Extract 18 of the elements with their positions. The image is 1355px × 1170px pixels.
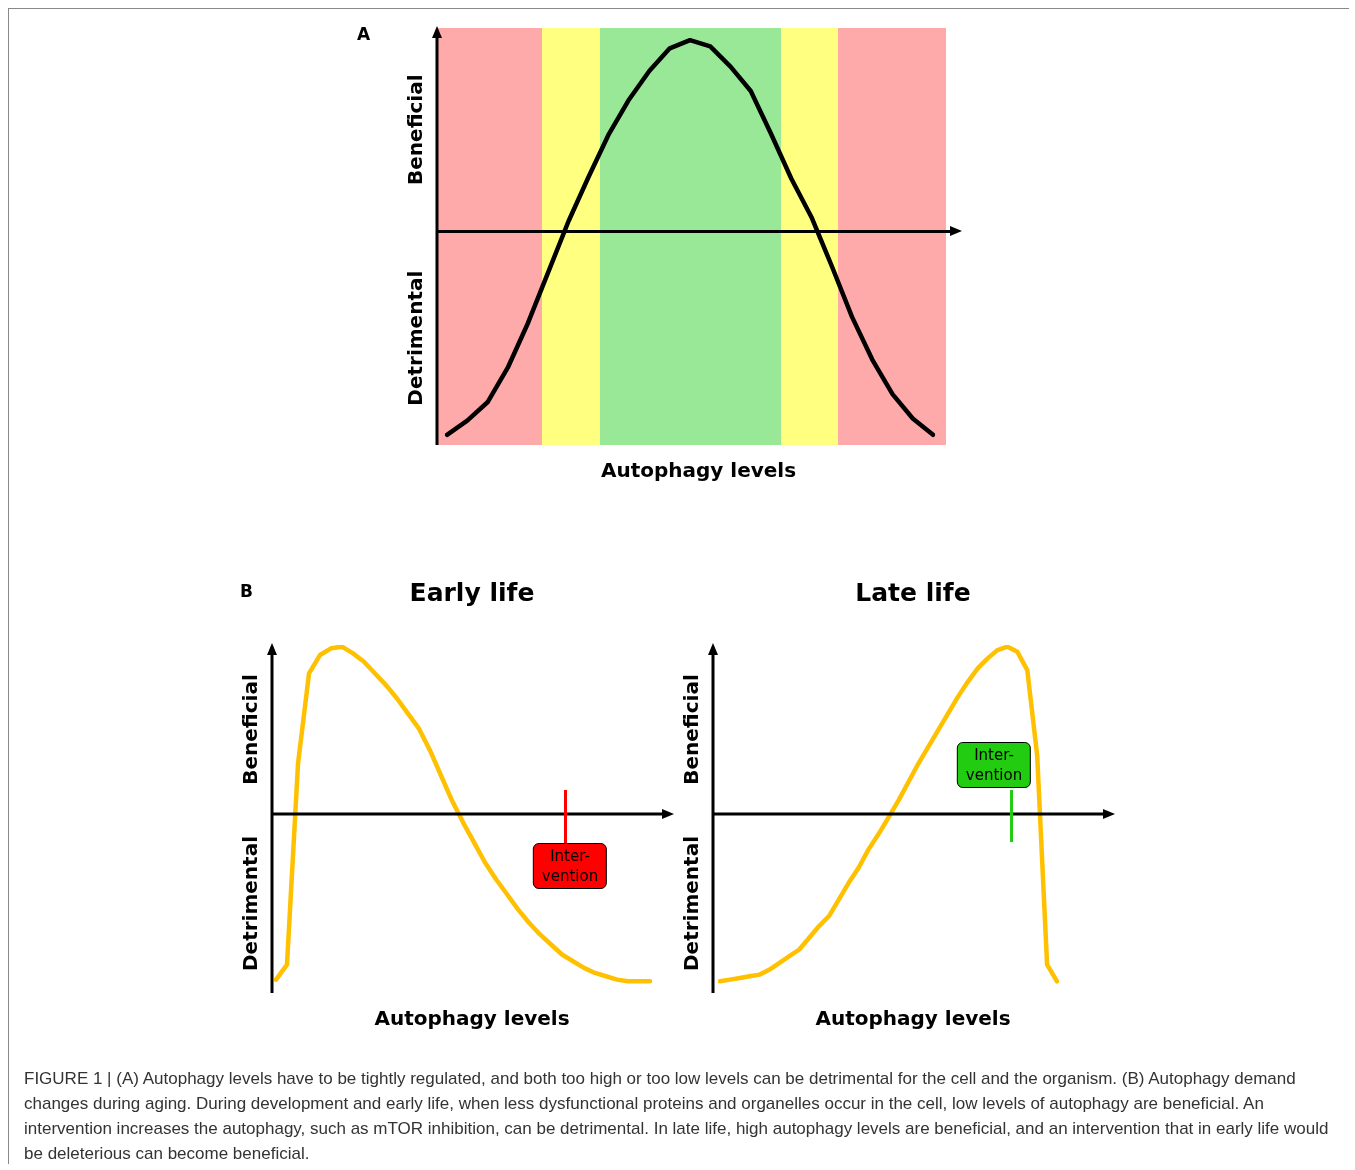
- x-axis-title: Autophagy levels: [600, 458, 797, 483]
- text: A: [357, 23, 371, 44]
- text: Detrimental: [403, 270, 428, 406]
- callout-box: Inter- vention: [524, 790, 616, 890]
- annotation: Inter- vention: [532, 843, 608, 889]
- x-axis-title: Autophagy levels: [374, 1006, 570, 1031]
- text: Beneficial: [238, 674, 263, 785]
- annotation: Inter- vention: [956, 742, 1032, 788]
- text: Detrimental: [679, 835, 704, 971]
- text: B: [240, 580, 253, 601]
- text: Detrimental: [238, 835, 263, 971]
- caption: FIGURE 1 | (A) Autophagy levels have to be tightly regulated, and both too high or too low levels can be detrimental for the cell and the organism. (B) Autophagy demand changes during aging. During development and early life, when less dysfunctional proteins and organelles occur in the cell, low levels of autophagy are beneficial. An intervention increases the autophagy, such as mTOR inhibition, can be detrimental. In late life, high autophagy levels are beneficial, and an intervention that in early life would be deleterious can become beneficial.: [24, 1068, 1330, 1165]
- callout-box: Inter- vention: [948, 741, 1040, 842]
- text: Beneficial: [403, 74, 428, 185]
- text: Beneficial: [679, 674, 704, 785]
- chart-title: Early life: [409, 578, 535, 607]
- chart-title: Late life: [855, 578, 971, 607]
- x-axis-title: Autophagy levels: [815, 1006, 1011, 1031]
